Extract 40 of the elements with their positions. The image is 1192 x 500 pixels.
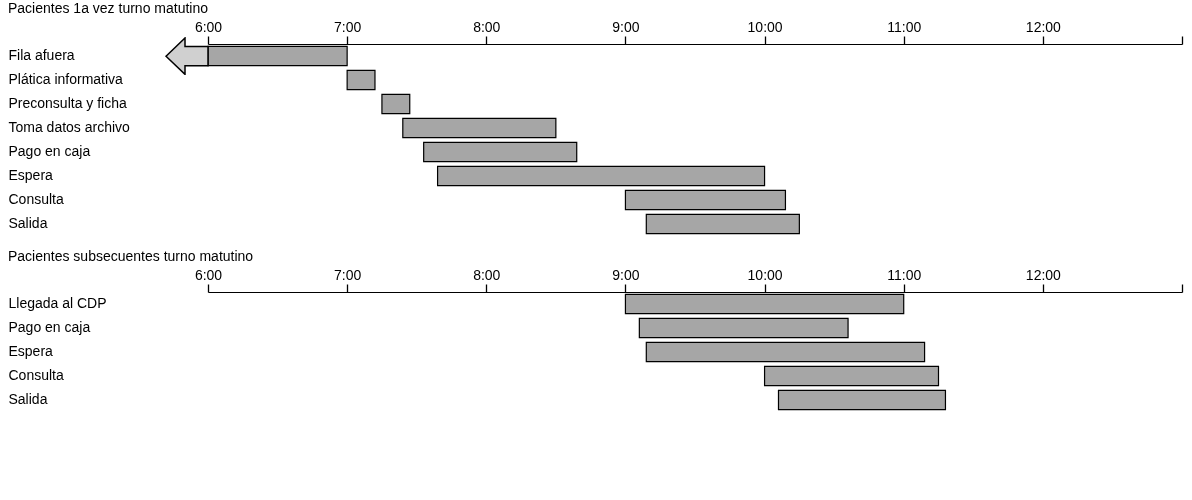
x-tick-label: 11:00 (887, 18, 922, 35)
x-tick-label: 9:00 (612, 266, 640, 283)
x-tick-label: 10:00 (747, 18, 783, 35)
x-tick-label: 6:00 (194, 266, 223, 283)
y-tick-label: Preconsulta y ficha (8, 95, 127, 111)
x-tick-label: 7:00 (334, 266, 362, 283)
x-tick-label: 6:00 (194, 18, 223, 35)
x-tick-label: 8:00 (473, 266, 501, 283)
x-tick-label: 7:00 (334, 18, 362, 35)
x-tick-label: 10:00 (747, 266, 783, 283)
y-tick-label: Pago en caja (8, 143, 91, 159)
bar (763, 365, 940, 387)
y-tick-label: Espera (8, 343, 54, 359)
bar (638, 317, 849, 339)
bar (381, 93, 411, 115)
bar (645, 213, 800, 235)
bar (777, 389, 947, 411)
y-tick-label: Salida (8, 215, 48, 231)
bar (645, 341, 926, 363)
y-tick-label: Llegada al CDP (8, 295, 107, 311)
bar (346, 69, 376, 91)
bar (402, 117, 557, 139)
y-tick-label: Espera (8, 167, 54, 183)
x-tick-label: 11:00 (887, 266, 922, 283)
y-tick-label: Plática informativa (8, 71, 124, 87)
bar (624, 189, 787, 211)
y-tick-label: Pago en caja (8, 319, 91, 335)
bar (423, 141, 578, 163)
y-tick-label: Fila afuera (8, 47, 75, 63)
chart-title: Pacientes 1a vez turno matutino (8, 0, 209, 16)
chart-title: Pacientes subsecuentes turno matutino (8, 248, 254, 264)
y-tick-label: Consulta (8, 191, 64, 207)
x-tick-label: 8:00 (473, 18, 501, 35)
bar (436, 165, 766, 187)
x-tick-label: 12:00 (1025, 266, 1062, 283)
x-tick-label: 9:00 (612, 18, 640, 35)
y-tick-label: Toma datos archivo (8, 119, 131, 135)
y-tick-label: Salida (8, 391, 48, 407)
x-tick-label: 12:00 (1025, 18, 1062, 35)
y-tick-label: Consulta (8, 367, 64, 383)
